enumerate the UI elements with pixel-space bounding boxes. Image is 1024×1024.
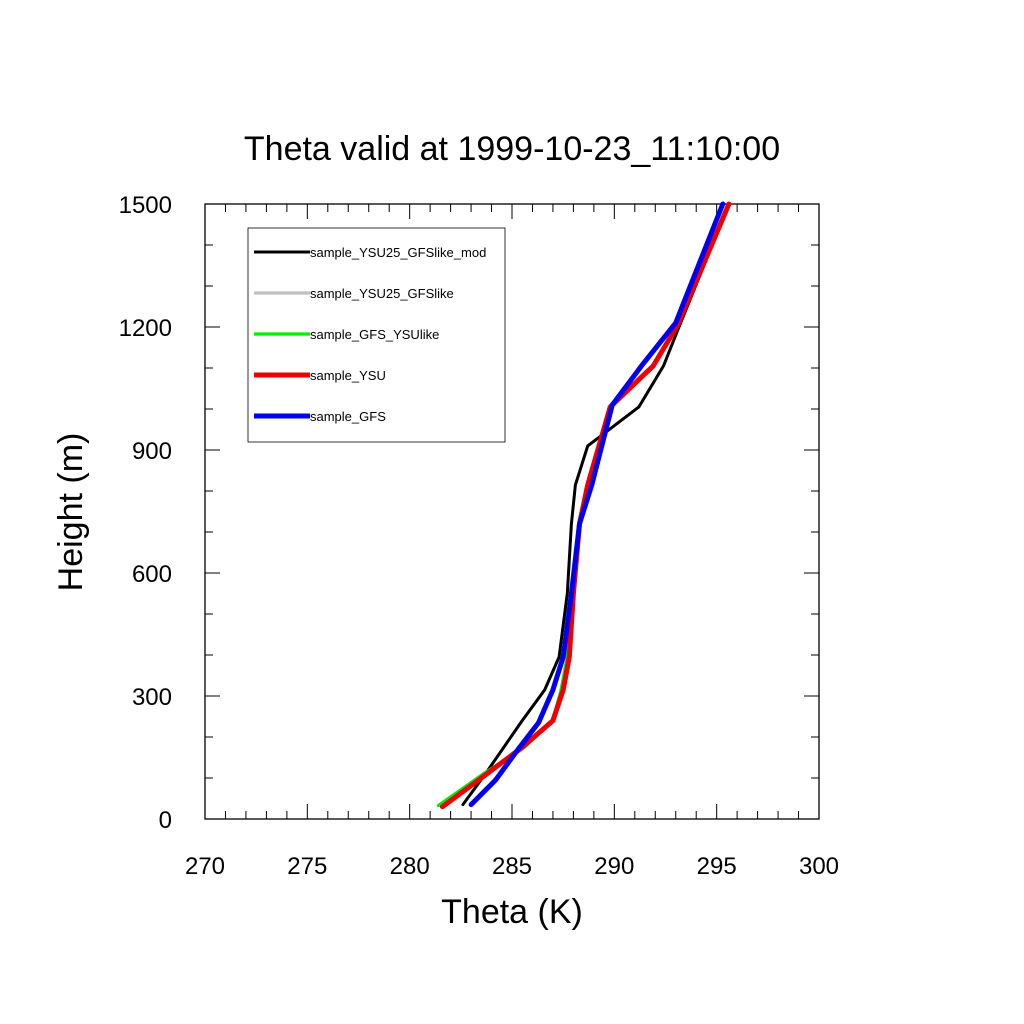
y-tick-labels: 0 300 600 900 1200 1500	[119, 192, 172, 834]
x-tick-label: 275	[287, 853, 327, 880]
legend-label: sample_YSU	[310, 368, 386, 383]
axis-ticks	[204, 203, 820, 820]
x-axis-label: Theta (K)	[441, 893, 583, 931]
y-tick-label: 600	[132, 561, 172, 588]
y-tick-label: 900	[132, 438, 172, 465]
x-tick-label: 295	[697, 853, 737, 880]
legend-label: sample_YSU25_GFSlike_mod	[310, 245, 486, 260]
x-tick-label: 300	[799, 853, 839, 880]
chart-title: Theta valid at 1999-10-23_11:10:00	[244, 130, 780, 168]
x-tick-labels: 270 275 280 285 290 295 300	[185, 853, 839, 880]
series-lines	[436, 201, 732, 810]
x-tick-label: 285	[492, 853, 532, 880]
y-axis-label: Height (m)	[52, 433, 90, 592]
x-tick-label: 280	[390, 853, 430, 880]
x-tick-label: 290	[594, 853, 634, 880]
y-tick-label: 1200	[119, 315, 172, 342]
legend-label: sample_GFS_YSUlike	[310, 327, 439, 342]
y-tick-label: 0	[159, 807, 172, 834]
x-tick-label: 270	[185, 853, 225, 880]
y-tick-label: 1500	[119, 192, 172, 219]
series-line-sample_GFS	[468, 201, 726, 808]
legend-label: sample_YSU25_GFSlike	[310, 286, 454, 301]
series-line-sample_YSU25_GFSlike_mod	[461, 202, 731, 807]
y-tick-label: 300	[132, 684, 172, 711]
legend-label: sample_GFS	[310, 409, 386, 424]
legend: sample_YSU25_GFSlike_mod sample_YSU25_GFS…	[247, 227, 506, 443]
